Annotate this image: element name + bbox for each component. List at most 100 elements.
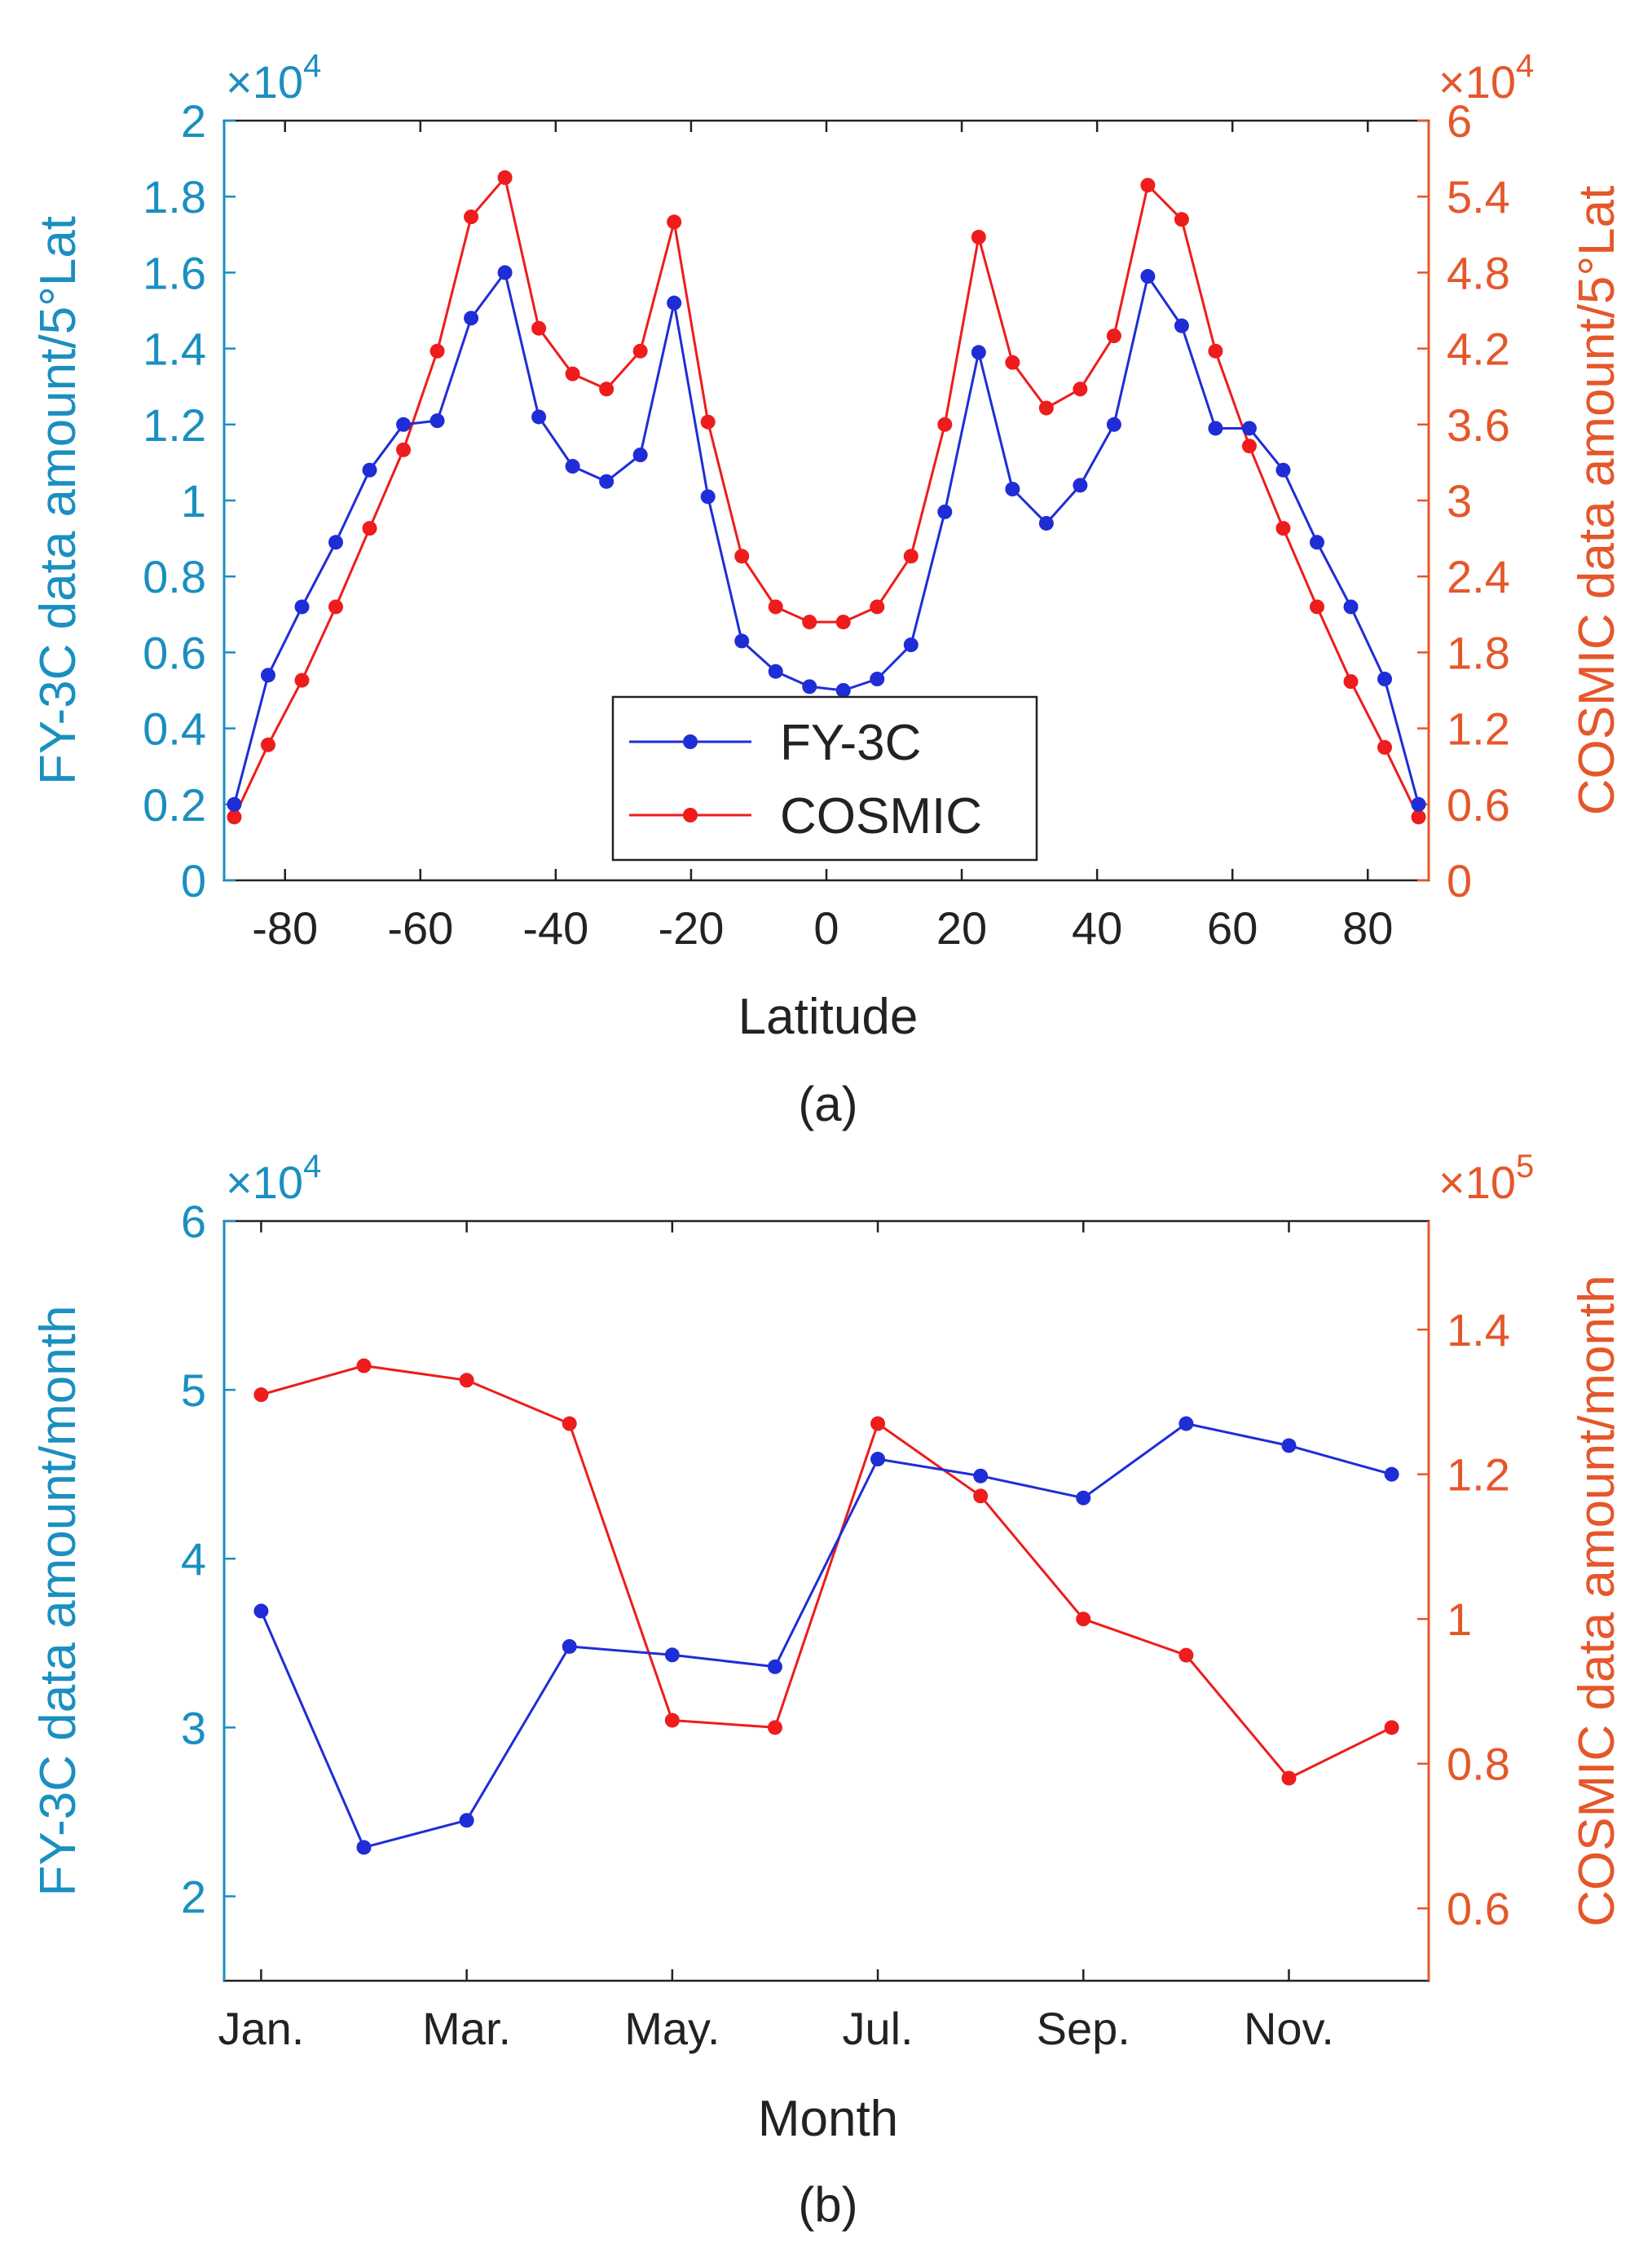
chart-a-series-fy3c-point	[1073, 478, 1088, 493]
chart-a-series-cosmic-point	[1275, 521, 1291, 536]
chart-a-series-fy3c-point	[870, 672, 885, 687]
chart-a-series-cosmic-point	[328, 599, 344, 615]
chart-a-series-fy3c-point	[430, 413, 445, 429]
chart-a-series-fy3c-point	[1241, 421, 1257, 436]
chart-a-y-left-tick-label: 0	[181, 855, 206, 906]
chart-a-series-cosmic-point	[734, 549, 750, 564]
chart-a-series-fy3c-point	[1140, 269, 1156, 284]
chart-a-series-cosmic-point	[464, 209, 479, 225]
chart-a-series-cosmic-point	[1208, 343, 1223, 359]
chart-b-y-right-label: COSMIC data amount/month	[1569, 1275, 1625, 1926]
chart-a-series-fy3c-point	[667, 295, 682, 311]
chart-a-y-right-tick-label: 0.6	[1447, 779, 1510, 831]
chart-b-y-left-tick-label: 6	[181, 1196, 206, 1247]
chart-b-right-multiplier-base: ×10	[1438, 1157, 1516, 1208]
chart-a-series-cosmic-point	[531, 320, 547, 336]
chart-a-series-fy3c-point	[1005, 482, 1020, 497]
chart-a-series-fy3c-point	[734, 633, 750, 649]
chart-a-series-cosmic-point	[362, 521, 377, 536]
chart-b-series-fy3c-point	[1384, 1466, 1399, 1482]
chart-a-y-left-tick-label: 0.6	[143, 627, 206, 678]
chart-a-x-tick-label: 80	[1342, 902, 1393, 954]
chart-a-series-cosmic-point	[1411, 809, 1426, 825]
chart-b-y-right-tick-label: 1.2	[1447, 1449, 1510, 1501]
chart-b-series-cosmic-point	[870, 1416, 886, 1431]
chart-a-right-multiplier-base: ×10	[1438, 56, 1516, 108]
chart-a-series-cosmic-point	[260, 737, 275, 752]
chart-b-y-left-tick-label: 2	[181, 1871, 206, 1922]
chart-a-series-fy3c-point	[531, 409, 547, 425]
chart-a-series-cosmic-point	[700, 414, 716, 430]
chart-a-series-cosmic-point	[835, 615, 851, 630]
chart-a-latitude: -80 -60 -40 -20 0 20 40 60 8000.20.40.60.811.21.…	[30, 48, 1625, 1131]
chart-a-series-cosmic-point	[1106, 328, 1121, 344]
chart-a-left-multiplier-exp: 4	[303, 48, 321, 84]
chart-a-series-fy3c-point	[294, 599, 310, 615]
chart-a-right-multiplier: ×104	[1438, 48, 1534, 108]
chart-a-series-fy3c-point	[971, 345, 986, 360]
chart-b-y-right-tick-label: 1.4	[1447, 1304, 1510, 1356]
chart-b-right-multiplier-exp: 5	[1516, 1149, 1534, 1184]
chart-a-series-cosmic-point	[937, 417, 953, 432]
chart-a-y-right-tick-label: 1.2	[1447, 703, 1510, 755]
chart-a-series-fy3c-point	[599, 474, 615, 489]
chart-b-series-fy3c-point	[562, 1638, 577, 1654]
chart-a-y-left-tick-label: 1.2	[143, 399, 206, 451]
chart-b-series-fy3c-point	[1178, 1416, 1194, 1431]
chart-b-series-fy3c-point	[459, 1813, 474, 1828]
chart-b-month: Jan. Mar. May. Jul. Sep. Nov. 2 3 4 5 6 0.6 0.8 1 1.2 1…	[30, 1149, 1625, 2232]
chart-b-series-cosmic-point	[767, 1720, 782, 1735]
chart-a-series-fy3c-point	[260, 668, 275, 683]
chart-a-y-right-tick-label: 3	[1447, 475, 1472, 527]
chart-a-series-cosmic-point	[497, 170, 513, 185]
chart-b-series-fy3c-point	[356, 1840, 372, 1855]
chart-a-x-tick-label: -40	[522, 902, 588, 954]
chart-a-series-cosmic-point	[1174, 212, 1189, 227]
chart-a-series-fy3c-point	[835, 683, 851, 698]
chart-a-y-left-tick-label: 1	[181, 475, 206, 527]
chart-b-x-tick-label: May.	[624, 2003, 720, 2054]
chart-b-series-cosmic-point	[459, 1373, 474, 1388]
chart-b-series-cosmic-point	[973, 1488, 989, 1504]
chart-b-series-fy3c-point	[767, 1659, 782, 1674]
chart-a-left-multiplier: ×104	[226, 48, 321, 108]
chart-a-right-multiplier-exp: 4	[1516, 48, 1534, 84]
chart-a-x-tick-label: 40	[1072, 902, 1122, 954]
chart-a-series-fy3c-point	[1275, 462, 1291, 478]
chart-a-series-cosmic-point	[971, 229, 986, 245]
chart-b-series-cosmic-point	[1384, 1720, 1399, 1735]
chart-b-series-fy3c-point	[1076, 1490, 1091, 1506]
chart-a-series-cosmic-point	[768, 599, 783, 615]
chart-b-series-cosmic-point	[562, 1416, 577, 1431]
chart-a-y-right-tick-label: 1.8	[1447, 627, 1510, 678]
chart-b-series-cosmic-point	[664, 1713, 680, 1728]
chart-b-series-cosmic-point	[253, 1387, 269, 1403]
chart-a-y-left-tick-label: 1.6	[143, 247, 206, 298]
chart-a-y-right-tick-label: 0	[1447, 855, 1472, 906]
chart-a-series-cosmic-point	[1377, 739, 1393, 755]
chart-a-series-fy3c-point	[464, 311, 479, 326]
chart-b-series-cosmic-point	[1281, 1770, 1297, 1786]
chart-a-series-fy3c-point	[497, 265, 513, 280]
chart-a-y-right-tick-label: 4.8	[1447, 247, 1510, 298]
chart-b-series-cosmic-point	[1178, 1647, 1194, 1663]
chart-b-series-fy3c-point	[664, 1647, 680, 1663]
chart-a-x-tick-label: -60	[387, 902, 453, 954]
chart-b-left-multiplier-exp: 4	[303, 1149, 321, 1184]
chart-a-y-left-tick-label: 2	[181, 95, 206, 147]
chart-a-y-left-tick-label: 0.2	[143, 779, 206, 831]
chart-a-series-fy3c-point	[362, 462, 377, 478]
chart-a-y-left-label: FY-3C data amount/5°Lat	[30, 216, 86, 785]
chart-a-series-fy3c-point	[1208, 421, 1223, 436]
chart-a-series-cosmic-point	[1241, 439, 1257, 454]
chart-a-series-cosmic-point	[667, 214, 682, 230]
chart-b-series-cosmic-point	[356, 1358, 372, 1373]
chart-b-left-multiplier-base: ×10	[226, 1157, 303, 1208]
chart-a-legend-fy3c-marker	[683, 734, 698, 749]
chart-a-x-tick-label: -80	[252, 902, 318, 954]
chart-a-series-fy3c-point	[903, 637, 919, 653]
chart-a-series-cosmic-line	[233, 176, 1420, 818]
chart-a-series-fy3c-point	[802, 679, 817, 694]
chart-b-series-fy3c-point	[870, 1452, 886, 1467]
